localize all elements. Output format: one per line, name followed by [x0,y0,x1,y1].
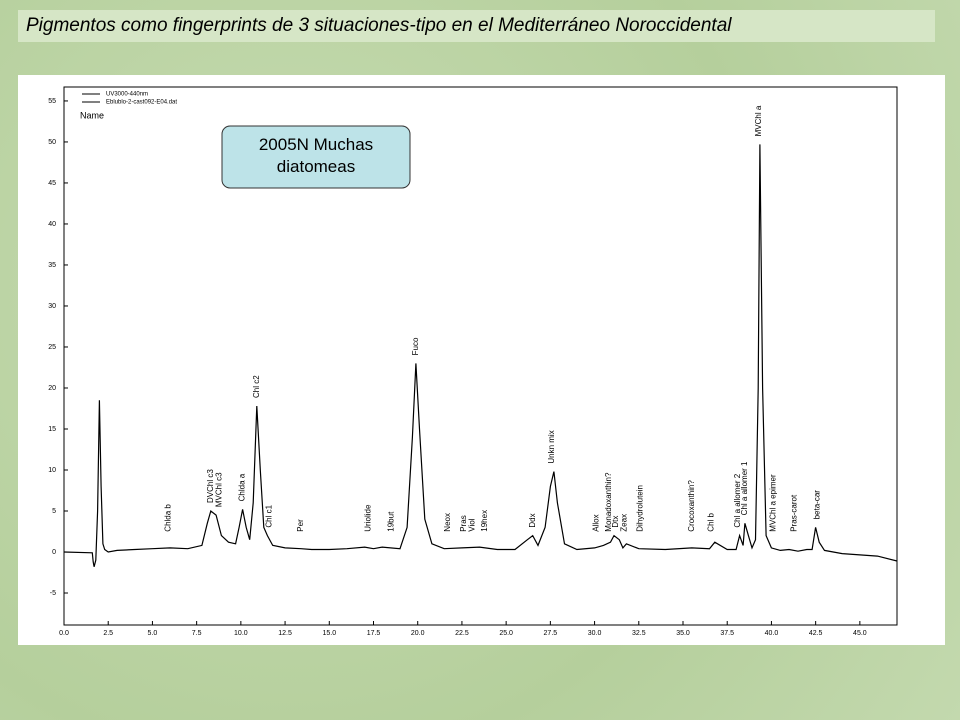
peak-label: Unkn mix [547,430,556,463]
x-tick-label: 12.5 [278,630,292,637]
title-box [18,10,935,42]
peak-label: Crocoxanthin? [687,480,696,532]
peak-label: Chlda a [238,473,247,501]
y-tick-label: 50 [48,139,56,146]
trace [63,144,898,567]
annotation: 2005N Muchas diatomeas [259,135,373,176]
peak-label: Viol [468,518,477,531]
y-tick-label: 10 [48,467,56,474]
peak-label: Chl c2 [252,375,261,398]
legend-text: Name [80,110,104,120]
x-tick-label: 32.5 [632,630,646,637]
x-tick-label: 17.5 [367,630,381,637]
peak-label: Fuco [411,337,420,355]
peak-label: 19hex [480,510,489,532]
peak-label: Ddx [528,513,537,527]
x-tick-label: 42.5 [809,630,823,637]
x-tick-label: 30.0 [588,630,602,637]
x-tick-label: 5.0 [148,630,158,637]
annotation-box [221,125,411,189]
peak-label: Chlda b [163,504,172,532]
y-tick-label: 25 [48,344,56,351]
peak-label: beta-car [813,490,822,520]
peak-label: DVChl c3 [206,469,215,503]
y-tick-label: 55 [48,98,56,105]
x-tick-label: 15.0 [322,630,336,637]
y-tick-label: -5 [50,590,56,597]
peak-label: Chl a allomer 2 [733,473,742,527]
y-tick-label: 0 [52,549,56,556]
peak-label: Chl a allomer 1 [740,461,749,515]
peak-label: 19but [386,511,395,532]
x-tick-label: 20.0 [411,630,425,637]
y-tick-label: 15 [48,426,56,433]
peak-label: Chl c1 [264,504,273,527]
x-tick-label: 2.5 [103,630,113,637]
peak-label: Dtx [611,516,620,528]
y-tick-label: 5 [52,508,56,515]
x-tick-label: 7.5 [192,630,202,637]
peak-label: Neox [443,513,452,532]
x-tick-label: 10.0 [234,630,248,637]
x-tick-label: 27.5 [544,630,558,637]
y-tick-label: 20 [48,385,56,392]
x-tick-label: 40.0 [765,630,779,637]
peak-label: MVChl a [754,105,763,136]
peak-label: MVChl a epimer [768,474,777,532]
y-tick-label: 40 [48,221,56,228]
legend-text: UV3000-440nm [106,92,148,98]
x-tick-label: 0.0 [59,630,69,637]
y-tick-label: 35 [48,262,56,269]
y-tick-label: 45 [48,180,56,187]
peak-label: Allox [591,514,600,531]
chart-area [18,75,945,645]
x-tick-label: 37.5 [720,630,734,637]
peak-label: Dihydrolutein [636,485,645,532]
peak-label: Chl b [706,512,715,531]
x-tick-label: 45.0 [853,630,867,637]
chart: -5 0 5 10 15 20 25 30 35 40 45 50 55 0.0 2.5 5.0 7.5 10.0… [48,86,898,637]
peak-label: MVChl c3 [215,472,224,507]
peak-label: Pras [459,515,468,531]
plot-frame [63,86,898,626]
peak-label: Zeax [620,514,629,532]
legend-text: Eblublo-2-cast092-E04.dat [106,100,177,106]
peak-label: Monadoxanthin? [604,472,613,532]
peak-label: Uriolide [363,504,372,532]
peak-label: Per [296,519,305,532]
x-tick-label: 22.5 [455,630,469,637]
peak-label: Pras-carot [790,494,799,532]
slide-title: Pigmentos como fingerprints de 3 situaci… [26,15,732,36]
x-tick-label: 35.0 [676,630,690,637]
y-tick-label: 30 [48,303,56,310]
x-tick-label: 25.0 [499,630,513,637]
